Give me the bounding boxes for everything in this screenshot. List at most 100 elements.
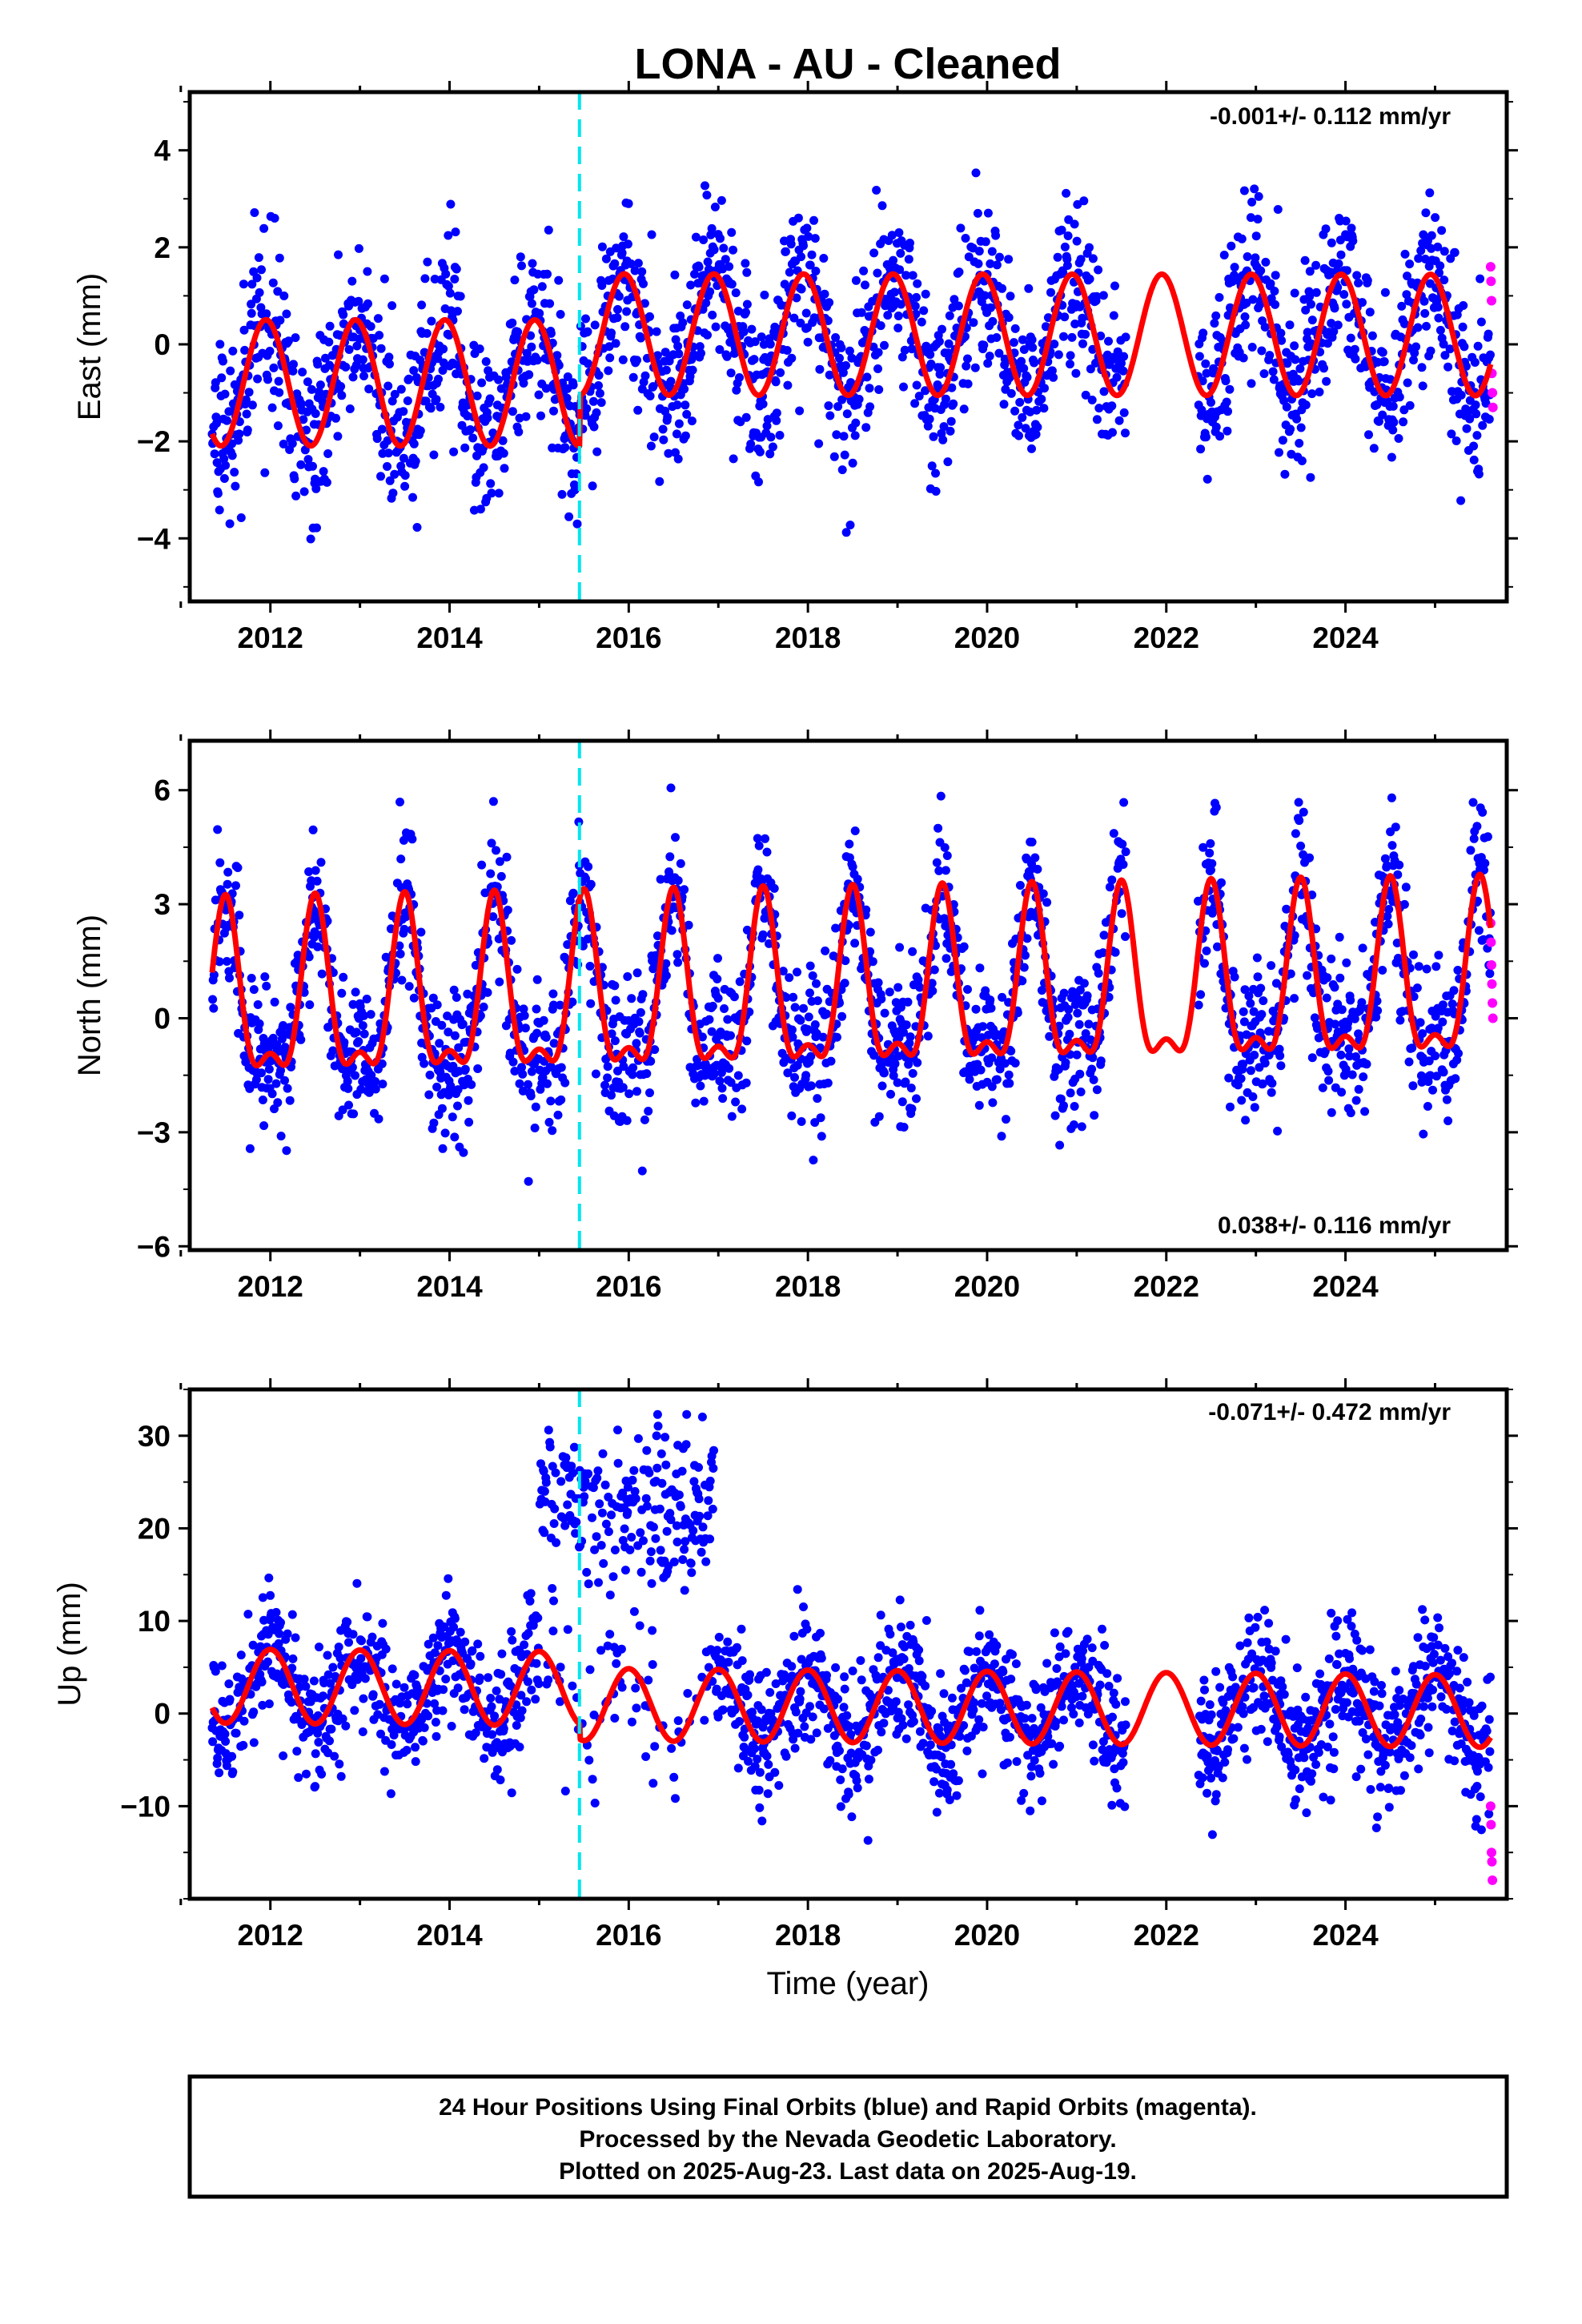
east-data-point xyxy=(945,311,954,320)
east-data-point xyxy=(861,423,871,432)
north-data-point xyxy=(255,1019,264,1028)
north-data-point xyxy=(235,911,244,920)
north-data-point xyxy=(1320,1047,1330,1056)
east-data-point xyxy=(801,308,811,318)
north-data-point xyxy=(713,954,722,963)
north-data-point xyxy=(932,858,942,867)
east-data-point xyxy=(1247,343,1257,352)
east-data-point xyxy=(257,265,266,275)
north-data-point xyxy=(801,1071,811,1080)
up-data-point xyxy=(328,1663,338,1672)
east-data-point xyxy=(1445,344,1455,354)
east-data-point xyxy=(1286,424,1295,434)
east-data-point xyxy=(1290,288,1299,298)
north-data-point xyxy=(338,1105,347,1115)
up-data-point xyxy=(540,1486,549,1496)
east-data-point xyxy=(534,390,544,400)
east-data-point xyxy=(633,405,643,415)
east-data-point xyxy=(805,260,815,270)
north-data-point xyxy=(667,926,677,935)
east-data-point xyxy=(842,409,852,419)
east-data-point xyxy=(938,324,946,334)
north-data-point xyxy=(913,975,923,984)
east-data-point xyxy=(225,519,235,529)
east-data-point xyxy=(1439,340,1448,349)
east-data-point xyxy=(876,321,885,331)
up-data-point xyxy=(689,1526,698,1535)
east-data-point xyxy=(1450,247,1460,257)
up-data-point xyxy=(311,1749,320,1759)
north-data-point xyxy=(247,974,256,983)
east-data-point xyxy=(240,345,250,355)
east-data-point xyxy=(1422,321,1431,331)
up-data-point xyxy=(672,1521,681,1530)
east-data-point xyxy=(765,340,775,349)
east-data-point xyxy=(974,247,984,256)
east-data-point xyxy=(1367,331,1377,340)
east-data-point xyxy=(935,369,945,379)
north-data-point xyxy=(1485,969,1495,979)
east-data-point xyxy=(1411,342,1421,352)
east-data-point xyxy=(275,388,284,397)
up-data-point xyxy=(592,1532,601,1542)
north-data-point xyxy=(1357,998,1367,1007)
east-data-point xyxy=(862,372,872,382)
north-data-point xyxy=(1250,1051,1259,1059)
north-data-point xyxy=(1089,1075,1098,1084)
north-data-point xyxy=(313,942,323,951)
east-data-point xyxy=(741,412,751,422)
east-data-point xyxy=(1465,414,1475,424)
east-data-point xyxy=(416,426,425,436)
north-data-point xyxy=(584,862,593,871)
east-y-axis-title: East (mm) xyxy=(72,273,107,420)
north-data-point xyxy=(1335,932,1344,942)
up-data-point xyxy=(441,1590,451,1600)
north-data-point xyxy=(726,1078,736,1088)
east-final-orbit-points xyxy=(207,168,1495,544)
east-data-point xyxy=(1476,317,1486,327)
up-data-point xyxy=(556,1697,564,1707)
east-data-point xyxy=(479,463,488,472)
east-data-point xyxy=(287,439,297,448)
east-data-point xyxy=(498,436,508,445)
north-data-point xyxy=(970,1032,980,1042)
east-data-point xyxy=(1067,332,1077,342)
north-data-point xyxy=(507,935,516,945)
up-data-point xyxy=(288,1654,298,1663)
north-data-point xyxy=(717,1084,727,1093)
north-data-point xyxy=(717,1068,726,1077)
north-data-point xyxy=(424,1090,434,1100)
east-data-point xyxy=(799,241,808,251)
north-data-point xyxy=(610,1036,620,1046)
up-data-point xyxy=(363,1612,372,1622)
east-data-point xyxy=(1269,375,1279,384)
east-data-point xyxy=(1021,424,1030,433)
east-data-point xyxy=(1389,417,1399,427)
north-data-point xyxy=(377,1059,387,1068)
north-data-point xyxy=(452,993,461,1002)
east-data-point xyxy=(388,489,398,498)
north-data-point xyxy=(640,1115,649,1124)
east-data-point xyxy=(854,395,864,404)
east-data-point xyxy=(456,292,465,301)
east-data-point xyxy=(889,287,899,297)
up-data-point xyxy=(682,1409,692,1419)
up-data-point xyxy=(375,1699,384,1709)
up-data-point xyxy=(410,1671,420,1680)
up-data-point xyxy=(623,1507,632,1517)
east-data-point xyxy=(322,477,331,487)
east-data-point xyxy=(797,284,806,294)
north-data-point xyxy=(1055,1140,1065,1150)
up-data-point xyxy=(669,1772,679,1782)
east-data-point xyxy=(387,396,397,406)
east-data-point xyxy=(1018,412,1027,422)
north-data-point xyxy=(742,1036,752,1046)
north-data-point xyxy=(652,931,662,941)
east-data-point xyxy=(1435,268,1443,278)
up-data-point xyxy=(681,1440,691,1449)
east-data-point xyxy=(762,421,772,431)
north-data-point xyxy=(699,1096,709,1106)
north-data-point xyxy=(753,865,763,875)
east-data-point xyxy=(663,412,673,422)
east-data-point xyxy=(1241,320,1251,330)
